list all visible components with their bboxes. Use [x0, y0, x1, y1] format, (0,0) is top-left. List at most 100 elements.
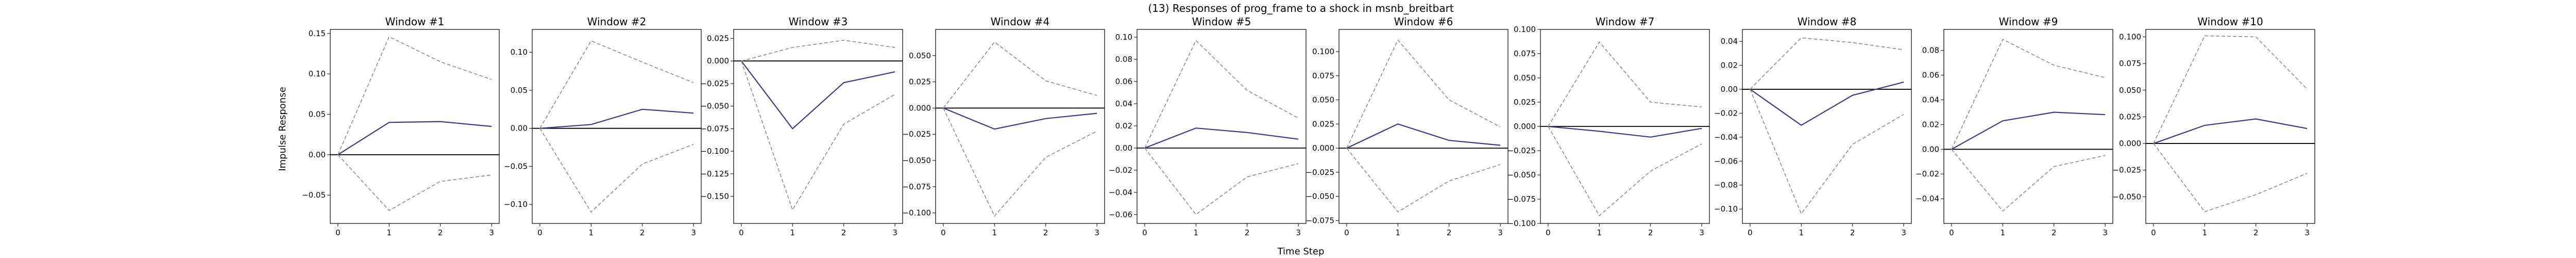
- plot-frame: [1338, 29, 1509, 224]
- y-tick-label: 0.000: [707, 56, 729, 66]
- y-tick-label: 0.100: [1514, 25, 1536, 34]
- upper-line: [2153, 35, 2308, 144]
- x-tick-label: 3: [1498, 228, 1503, 237]
- y-tick-label: 0.025: [909, 77, 931, 87]
- panel-title: Window #5: [1192, 15, 1251, 28]
- lower-line: [1750, 89, 1904, 215]
- response-line: [741, 60, 895, 130]
- x-tick-label: 0: [1949, 228, 1954, 237]
- x-tick-label: 2: [1245, 228, 1250, 237]
- x-tick-label: 0: [1748, 228, 1753, 237]
- y-tick-label: −0.100: [1507, 219, 1536, 228]
- y-tick-label: −0.025: [902, 130, 931, 139]
- y-tick-label: 0.000: [909, 103, 931, 112]
- y-tick-label: −0.050: [902, 156, 931, 165]
- y-tick-label: −0.050: [1306, 192, 1334, 201]
- y-tick-label: 0.000: [2119, 139, 2141, 148]
- panel-title: Window #9: [1999, 15, 2058, 28]
- y-tick-label: −0.050: [700, 102, 729, 111]
- response-line: [1144, 127, 1299, 149]
- y-tick-label: −0.02: [1109, 166, 1132, 175]
- x-tick-label: 2: [640, 228, 645, 237]
- x-tick-label: 1: [992, 228, 997, 237]
- y-tick-label: 0.02: [1922, 120, 1939, 129]
- y-tick-label: 0.10: [511, 47, 528, 57]
- lower-line: [741, 60, 895, 211]
- upper-line: [337, 36, 492, 155]
- y-tick-label: 0.050: [909, 51, 931, 60]
- y-tick-label: 0.075: [1312, 71, 1334, 80]
- x-tick-label: 0: [537, 228, 543, 237]
- x-tick-label: 3: [2103, 228, 2108, 237]
- x-tick-label: 3: [1901, 228, 1906, 237]
- upper-line: [741, 40, 895, 61]
- y-tick-label: −0.10: [504, 200, 528, 209]
- x-tick-label: 0: [1142, 228, 1147, 237]
- y-tick-label: 0.025: [2119, 112, 2141, 121]
- response-line: [2153, 118, 2308, 144]
- response-line: [1346, 123, 1501, 149]
- y-tick-label: −0.050: [2112, 192, 2141, 201]
- upper-line: [539, 40, 694, 129]
- y-tick-label: 0.000: [1514, 122, 1536, 131]
- x-tick-label: 2: [2052, 228, 2057, 237]
- lower-line: [337, 154, 492, 211]
- plot-frame: [733, 29, 903, 224]
- y-tick-label: −0.025: [1306, 168, 1334, 177]
- y-tick-label: 0.025: [1514, 98, 1536, 107]
- y-tick-label: 0.075: [2119, 59, 2141, 68]
- panel-title: Window #3: [789, 15, 848, 28]
- panel-grid: Window #10 1 2 3−0.050.000.050.100.15Window…: [302, 15, 2315, 237]
- y-tick-label: 0.050: [2119, 86, 2141, 95]
- panel-title: Window #10: [2197, 15, 2263, 28]
- y-tick-label: 0.05: [511, 86, 528, 95]
- y-tick-label: 0.06: [1922, 71, 1939, 80]
- panel-title: Window #4: [991, 15, 1050, 28]
- y-tick-label: 0.08: [1922, 46, 1939, 55]
- y-tick-label: 0.050: [1312, 95, 1334, 105]
- x-tick-label: 0: [739, 228, 744, 237]
- x-tick-label: 2: [438, 228, 443, 237]
- y-tick-label: −0.075: [1306, 216, 1334, 225]
- response-line: [337, 121, 492, 155]
- x-tick-label: 3: [1296, 228, 1301, 237]
- y-tick-label: 0.100: [2119, 32, 2141, 41]
- x-tick-label: 2: [1648, 228, 1653, 237]
- x-tick-label: 1: [2001, 228, 2006, 237]
- y-tick-label: 0.025: [707, 34, 729, 43]
- y-tick-label: 0.00: [1922, 144, 1939, 154]
- y-tick-label: 0.10: [309, 69, 326, 78]
- upper-line: [1951, 39, 2106, 150]
- x-axis-label: Time Step: [1277, 246, 1325, 257]
- x-tick-label: 2: [2253, 228, 2259, 237]
- x-tick-label: 1: [589, 228, 594, 237]
- x-tick-label: 0: [1546, 228, 1551, 237]
- y-tick-label: 0.000: [1312, 143, 1334, 153]
- y-tick-label: −0.100: [700, 147, 729, 156]
- chart-panel-4: Window #4 0 1 2 3 −0.100 −0.075 −0.050 −0.025 0.0…: [902, 15, 1105, 237]
- y-tick-label: 0.04: [1922, 95, 1939, 105]
- x-tick-label: 2: [1043, 228, 1048, 237]
- y-tick-label: 0.02: [1721, 61, 1738, 70]
- response-line: [539, 108, 694, 129]
- y-tick-label: 0.02: [1115, 121, 1132, 131]
- x-tick-label: 1: [1799, 228, 1804, 237]
- y-tick-label: −0.05: [302, 190, 326, 200]
- lower-line: [539, 128, 694, 213]
- upper-line: [1548, 41, 1702, 127]
- plot-frame: [532, 29, 702, 224]
- x-tick-label: 3: [892, 228, 897, 237]
- x-tick-label: 1: [2202, 228, 2208, 237]
- x-tick-label: 2: [841, 228, 846, 237]
- x-tick-label: 0: [335, 228, 341, 237]
- y-tick-label: 0.00: [511, 124, 528, 133]
- chart-panel-10: Window #10 0 1 2 3 −0.050 −0.025 0.000 0.025 0.05…: [2112, 15, 2315, 237]
- figure-title: (13) Responses of prog_frame to a shock …: [1148, 2, 1453, 14]
- x-tick-label: 1: [1597, 228, 1602, 237]
- x-tick-label: 1: [387, 228, 392, 237]
- plot-frame: [2145, 29, 2315, 224]
- x-tick-label: 2: [1447, 228, 1452, 237]
- y-tick-label: −0.025: [1507, 146, 1536, 155]
- y-tick-label: 0.00: [1721, 85, 1738, 94]
- y-tick-label: 0.025: [1312, 119, 1334, 128]
